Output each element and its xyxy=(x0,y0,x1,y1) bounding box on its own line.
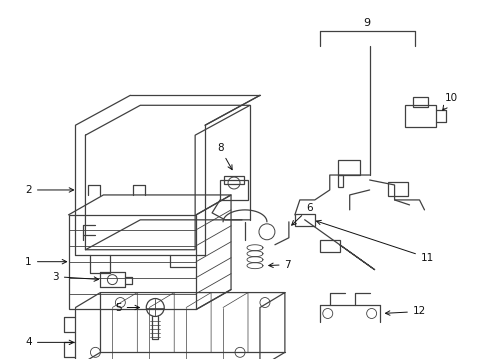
Text: 8: 8 xyxy=(217,143,232,170)
Text: 10: 10 xyxy=(443,93,458,110)
Text: 6: 6 xyxy=(292,203,313,225)
Text: 5: 5 xyxy=(115,302,140,312)
Text: 9: 9 xyxy=(363,18,370,28)
Bar xyxy=(224,176,244,184)
Bar xyxy=(220,180,248,200)
Bar xyxy=(413,97,428,107)
Text: 12: 12 xyxy=(386,306,426,316)
Text: 2: 2 xyxy=(25,185,74,195)
Bar xyxy=(69,215,196,310)
Bar xyxy=(320,240,340,252)
Bar xyxy=(295,214,315,226)
Bar xyxy=(405,105,437,127)
Text: 1: 1 xyxy=(25,257,67,267)
Text: 3: 3 xyxy=(52,272,98,282)
Bar xyxy=(338,175,343,187)
Bar xyxy=(338,160,360,175)
Bar xyxy=(388,182,408,196)
Text: 7: 7 xyxy=(269,260,291,270)
Text: 11: 11 xyxy=(317,220,434,263)
Text: 4: 4 xyxy=(25,337,74,347)
